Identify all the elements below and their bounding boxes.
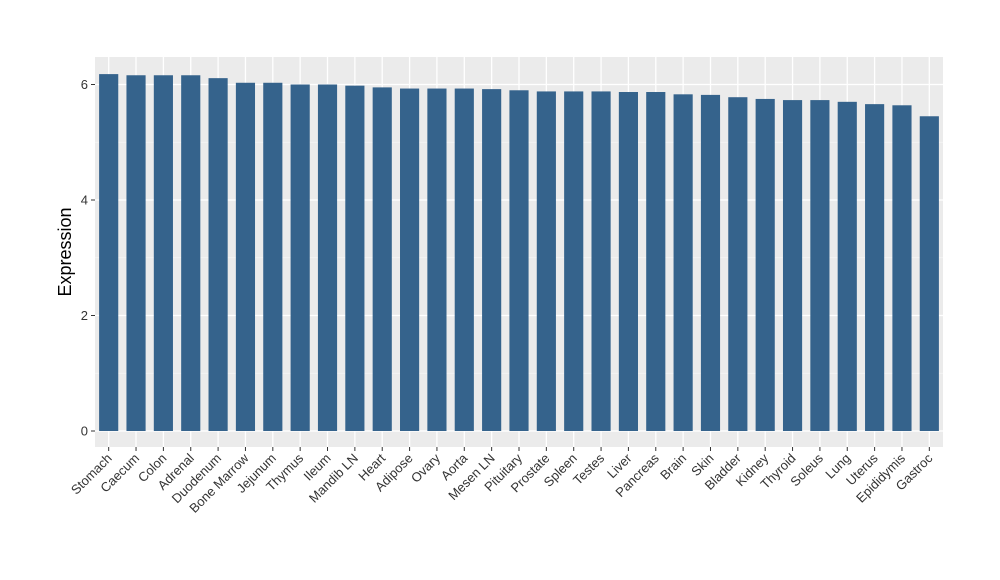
bar-brain: [673, 94, 693, 431]
y-axis: 0 2 4 6: [81, 77, 95, 439]
y-tick-label: 2: [81, 308, 88, 323]
bar-adipose: [400, 88, 420, 431]
bar-jejunum: [263, 82, 283, 431]
bar-soleus: [810, 100, 830, 431]
bar-thymus: [290, 84, 310, 431]
bar-pancreas: [646, 92, 666, 431]
bar-thyroid: [782, 100, 803, 431]
bar-colon: [153, 75, 173, 431]
bar-ileum: [317, 84, 338, 431]
bar-aorta: [454, 88, 474, 431]
bar-pituitary: [509, 90, 529, 432]
bar-duodenum: [208, 78, 228, 432]
bars: [99, 74, 939, 432]
bar-bladder: [728, 97, 748, 431]
bar-ovary: [427, 88, 447, 431]
bar-adrenal: [181, 75, 201, 431]
y-tick-label: 0: [81, 424, 88, 439]
bar-testes: [591, 91, 611, 432]
bar-liver: [618, 92, 638, 431]
bar-epididymis: [892, 105, 912, 431]
bar-skin: [700, 94, 721, 432]
y-axis-title: Expression: [55, 207, 75, 296]
bar-mandib-ln: [345, 85, 365, 431]
x-tick-label: Ovary: [408, 450, 443, 485]
bar-caecum: [126, 75, 146, 431]
bar-stomach: [99, 74, 119, 431]
bar-gastroc: [919, 116, 939, 431]
bar-uterus: [865, 104, 885, 431]
bar-spleen: [564, 91, 584, 432]
bar-lung: [837, 101, 857, 431]
y-tick-label: 6: [81, 77, 88, 92]
bar-bone-marrow: [235, 82, 256, 431]
bar-heart: [372, 87, 392, 431]
bar-kidney: [755, 98, 775, 431]
x-tick-label: Testes: [570, 450, 608, 488]
bar-mesen-ln: [482, 89, 502, 432]
y-tick-label: 4: [81, 193, 88, 208]
bar-prostate: [536, 91, 556, 432]
x-tick-label: Brain: [657, 451, 689, 483]
